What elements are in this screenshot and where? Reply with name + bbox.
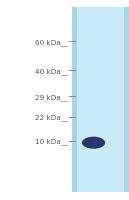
- Text: 10 kDa__: 10 kDa__: [35, 138, 68, 144]
- Ellipse shape: [82, 137, 105, 149]
- FancyBboxPatch shape: [72, 8, 129, 192]
- Text: 60 kDa__: 60 kDa__: [35, 39, 68, 45]
- Text: 29 kDa__: 29 kDa__: [35, 94, 68, 100]
- Text: 40 kDa__: 40 kDa__: [35, 68, 68, 74]
- Text: 22 kDa__: 22 kDa__: [35, 114, 68, 120]
- FancyBboxPatch shape: [72, 8, 77, 192]
- FancyBboxPatch shape: [124, 8, 129, 192]
